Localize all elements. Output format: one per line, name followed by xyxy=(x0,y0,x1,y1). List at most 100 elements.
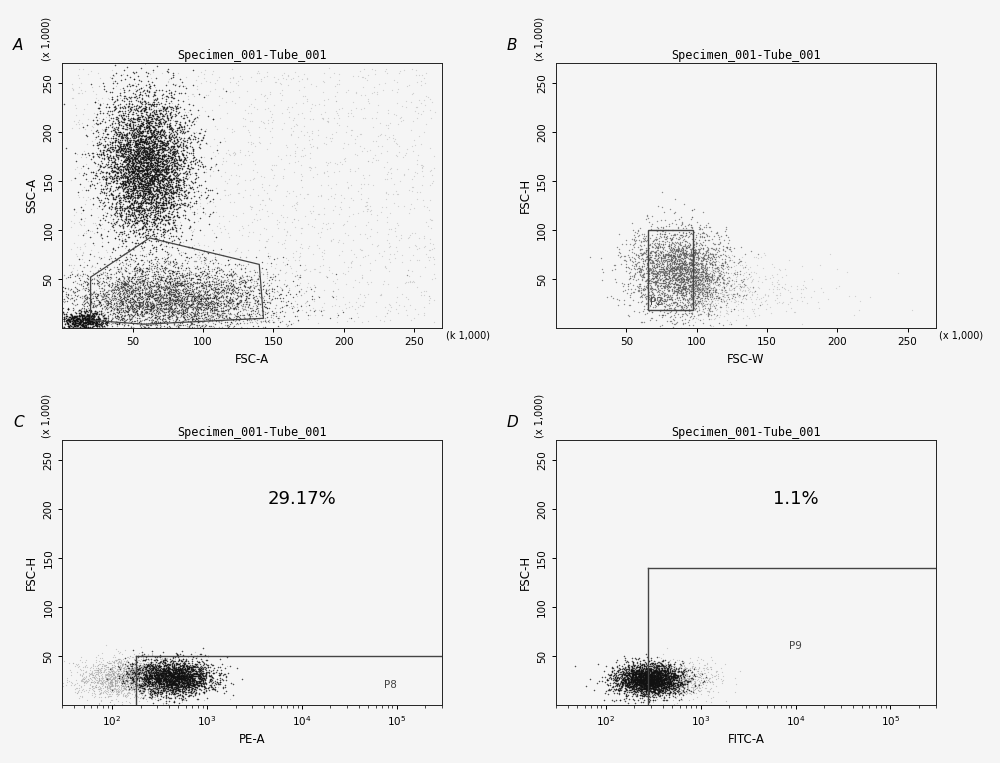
Point xyxy=(167,279,183,291)
Point xyxy=(126,674,142,687)
Point xyxy=(106,669,122,681)
Point xyxy=(170,174,186,186)
Point xyxy=(114,158,130,170)
Point xyxy=(200,302,216,314)
Point xyxy=(627,666,643,678)
Point xyxy=(175,159,191,172)
Point xyxy=(646,685,662,697)
Point xyxy=(629,675,645,687)
Point xyxy=(417,77,433,89)
Point xyxy=(180,665,196,677)
Point xyxy=(86,272,102,285)
Point xyxy=(106,155,122,167)
Point xyxy=(647,658,663,670)
Point xyxy=(667,680,683,692)
Point xyxy=(154,172,170,184)
Point xyxy=(257,322,273,334)
Point xyxy=(651,265,667,277)
Point xyxy=(681,262,697,274)
Point xyxy=(646,683,662,695)
Point xyxy=(109,668,125,680)
Point xyxy=(169,278,185,291)
Point xyxy=(683,256,699,268)
Point xyxy=(121,309,137,321)
Point xyxy=(160,661,176,673)
Point xyxy=(127,182,143,194)
Point xyxy=(136,678,152,690)
Point xyxy=(147,684,163,697)
Point xyxy=(713,295,729,307)
Point xyxy=(0,301,11,314)
Point xyxy=(692,224,708,236)
Point xyxy=(125,272,141,284)
Point xyxy=(116,682,132,694)
Point xyxy=(273,330,289,343)
Point xyxy=(403,198,419,210)
Point xyxy=(662,678,678,690)
Point xyxy=(649,678,665,691)
Point xyxy=(97,135,113,147)
Point xyxy=(121,98,137,111)
Point xyxy=(630,682,646,694)
Point xyxy=(139,664,155,676)
Point xyxy=(658,681,674,694)
Point xyxy=(665,664,681,676)
Point xyxy=(117,171,133,183)
Point xyxy=(246,291,262,303)
Point xyxy=(164,671,180,683)
Point xyxy=(684,313,700,325)
Point xyxy=(60,302,76,314)
Point xyxy=(176,280,192,292)
Point xyxy=(236,274,252,286)
Point xyxy=(166,172,182,184)
Point xyxy=(650,672,666,684)
Point xyxy=(140,674,156,686)
Point xyxy=(670,260,686,272)
Point xyxy=(185,182,201,195)
Point xyxy=(677,679,693,691)
Point xyxy=(139,361,155,373)
Point xyxy=(203,658,219,670)
Point xyxy=(683,297,699,309)
Point xyxy=(182,277,198,289)
Point xyxy=(122,677,138,689)
Point xyxy=(672,286,688,298)
Point xyxy=(646,669,662,681)
Point xyxy=(764,257,780,269)
Point xyxy=(214,310,230,322)
Point xyxy=(175,307,191,320)
Point xyxy=(669,255,685,267)
Point xyxy=(142,177,158,189)
Point xyxy=(162,298,178,310)
Point xyxy=(155,684,171,697)
Point xyxy=(416,288,432,301)
Point xyxy=(408,63,424,76)
Point xyxy=(181,299,197,311)
Point xyxy=(653,674,669,686)
Point xyxy=(175,209,191,221)
Point xyxy=(130,280,146,292)
Point xyxy=(258,301,274,313)
Point xyxy=(110,330,126,343)
Point xyxy=(182,156,198,169)
Point xyxy=(672,662,688,674)
Point xyxy=(178,672,194,684)
Point xyxy=(636,674,652,687)
Point xyxy=(622,678,638,691)
Point xyxy=(118,136,134,148)
Point xyxy=(167,295,183,307)
Point xyxy=(631,677,647,689)
Point xyxy=(178,665,194,678)
Point xyxy=(122,301,138,314)
Point xyxy=(84,668,100,681)
Point xyxy=(139,300,155,312)
Point xyxy=(183,158,199,170)
Point xyxy=(207,285,223,297)
Point xyxy=(142,82,158,94)
Point xyxy=(172,658,188,671)
Point xyxy=(105,131,121,143)
Point xyxy=(171,668,187,680)
Point xyxy=(150,197,166,209)
Point xyxy=(50,307,66,319)
Point xyxy=(130,148,146,160)
